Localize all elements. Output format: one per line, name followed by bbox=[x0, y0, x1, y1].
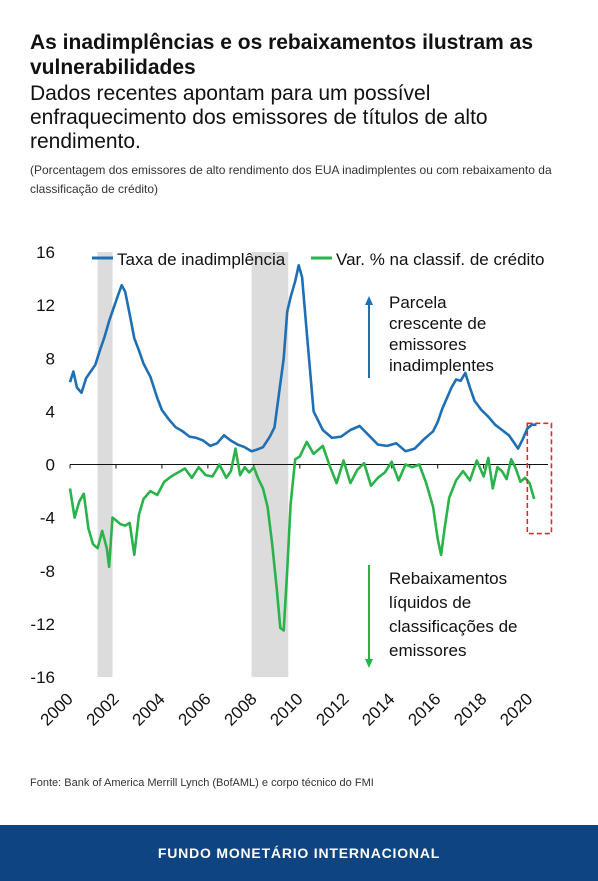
annotation-up-line-4: inadimplentes bbox=[389, 356, 494, 375]
y-tick-label: 8 bbox=[46, 349, 55, 368]
annotation-up-line-2: crescente de bbox=[389, 314, 486, 333]
chart-subtitle: Dados recentes apontam para um possível … bbox=[30, 82, 488, 153]
y-axis-ticks: 16 12 8 4 0 -4 -8 -12 -16 bbox=[30, 243, 55, 687]
annotation-up-line-3: emissores bbox=[389, 335, 466, 354]
x-axis-ticks: 2000 2002 2004 2006 2008 2010 2012 2014 2016 2018… bbox=[37, 689, 537, 729]
arrow-up-head-icon bbox=[365, 296, 373, 305]
x-tick-label: 2008 bbox=[220, 689, 260, 729]
x-tick-label: 2018 bbox=[450, 689, 490, 729]
y-tick-label: 12 bbox=[36, 296, 55, 315]
chart-title: As inadimplências e os rebaixamentos ilu… bbox=[30, 31, 534, 79]
series-line-default bbox=[68, 264, 537, 453]
annotation-up: Parcela crescente de emissores inadimple… bbox=[365, 293, 494, 378]
x-tick-label: 2002 bbox=[83, 689, 123, 729]
series-line-downgrade bbox=[68, 440, 536, 632]
x-tick-label: 2014 bbox=[358, 689, 398, 729]
x-tick-label: 2016 bbox=[404, 689, 444, 729]
footer-banner: FUNDO MONETÁRIO INTERNACIONAL bbox=[0, 825, 598, 881]
annotation-down-line-2: líquidos de bbox=[389, 593, 471, 612]
y-tick-label: -4 bbox=[40, 509, 55, 528]
y-tick-label: -8 bbox=[40, 562, 55, 581]
y-tick-label: 4 bbox=[46, 402, 55, 421]
y-tick-label: 0 bbox=[46, 456, 55, 475]
source-note: Fonte: Bank of America Merrill Lynch (Bo… bbox=[30, 777, 374, 789]
y-tick-label: -12 bbox=[30, 615, 55, 634]
x-tick-label: 2012 bbox=[312, 689, 352, 729]
arrow-down-head-icon bbox=[365, 659, 373, 668]
annotation-down-line-1: Rebaixamentos bbox=[389, 569, 507, 588]
y-tick-label: 16 bbox=[36, 243, 55, 262]
highlight-box bbox=[526, 422, 553, 535]
x-tick-label: 2000 bbox=[37, 689, 77, 729]
annotation-up-line-1: Parcela bbox=[389, 293, 447, 312]
legend: Taxa de inadimplência Var. % na classif.… bbox=[92, 250, 545, 269]
y-tick-label: -16 bbox=[30, 668, 55, 687]
footer-label: FUNDO MONETÁRIO INTERNACIONAL bbox=[157, 845, 441, 861]
x-tick-label: 2010 bbox=[266, 689, 306, 729]
annotation-down-line-4: emissores bbox=[389, 641, 466, 660]
chart-note: (Porcentagem dos emissores de alto rendi… bbox=[30, 163, 552, 196]
annotation-down-line-3: classificações de bbox=[389, 617, 518, 636]
x-tick-label: 2020 bbox=[496, 689, 536, 729]
x-tick-label: 2004 bbox=[129, 689, 169, 729]
series-lines bbox=[68, 264, 537, 632]
legend-label-default: Taxa de inadimplência bbox=[117, 250, 286, 269]
x-tick-label: 2006 bbox=[175, 689, 215, 729]
annotation-down: Rebaixamentos líquidos de classificações… bbox=[365, 565, 518, 668]
highlight-rect bbox=[526, 422, 553, 535]
legend-label-downgrade: Var. % na classif. de crédito bbox=[336, 250, 545, 269]
